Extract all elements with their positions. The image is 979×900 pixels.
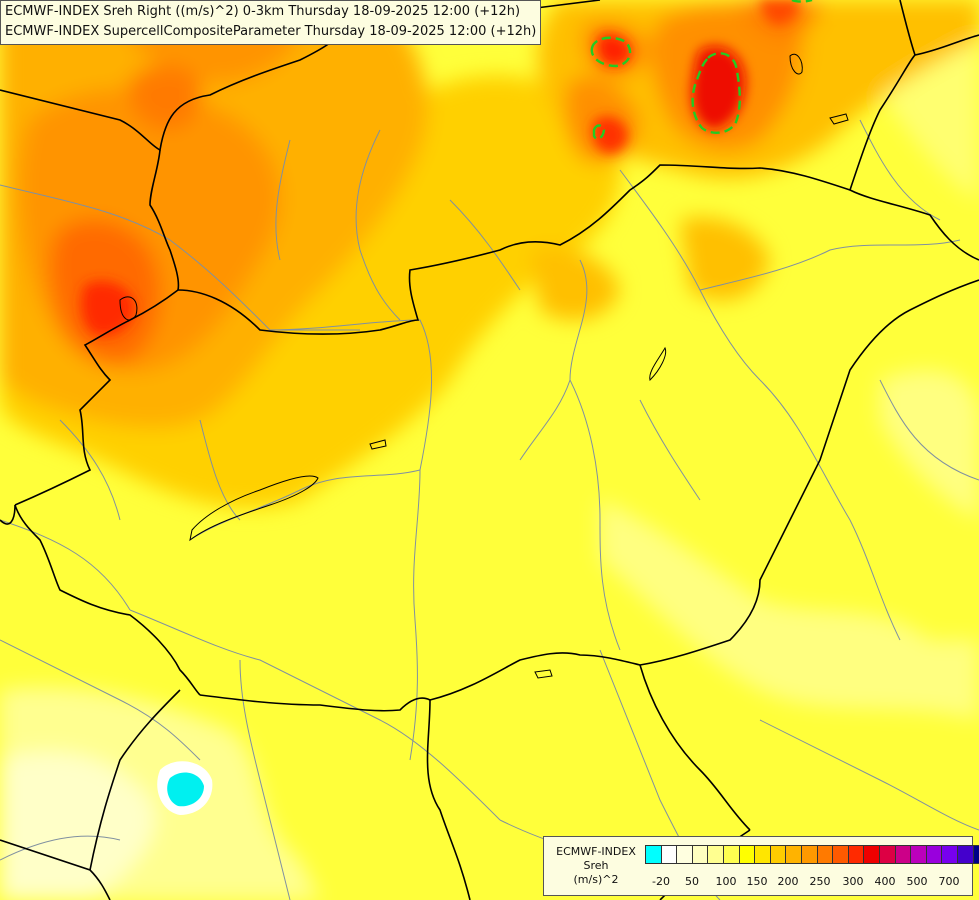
legend-tick-label: 700 — [938, 875, 960, 888]
legend-title: ECMWF-INDEX — [556, 845, 636, 858]
scp-contour-north-3 — [592, 124, 606, 141]
legend-swatch — [645, 845, 662, 864]
legend-variable: Sreh — [583, 859, 609, 872]
legend-swatch — [832, 845, 849, 864]
legend-tick-label: 400 — [874, 875, 896, 888]
map-title-box: ECMWF-INDEX Sreh Right ((m/s)^2) 0-3km T… — [0, 0, 542, 45]
negative-sreh-patch — [157, 761, 213, 815]
legend-tick-label: 200 — [777, 875, 799, 888]
legend-swatch — [707, 845, 724, 864]
legend-unit: (m/s)^2 — [573, 873, 619, 886]
rivers — [0, 119, 979, 900]
legend-swatch — [910, 845, 927, 864]
title-line-scp: ECMWF-INDEX SupercellCompositeParameter … — [5, 24, 537, 39]
title-line-sreh: ECMWF-INDEX Sreh Right ((m/s)^2) 0-3km T… — [5, 4, 521, 19]
legend-swatch — [676, 845, 693, 864]
legend-swatch — [957, 845, 974, 864]
sreh-field-core — [81, 0, 800, 336]
scp-contour-north-1 — [590, 36, 632, 68]
scp-contour-north-4 — [791, 0, 813, 3]
legend-tick-label: 150 — [746, 875, 768, 888]
scp-contour-north-2 — [691, 52, 741, 134]
lakes — [119, 53, 849, 679]
legend-swatch — [894, 845, 912, 864]
legend-tick-label: 300 — [842, 875, 864, 888]
legend-swatch — [769, 845, 787, 864]
color-legend: ECMWF-INDEX Sreh (m/s)^2 -20 50 100 150 200 2… — [543, 836, 979, 896]
legend-swatch — [723, 845, 740, 864]
legend-swatch — [847, 845, 865, 864]
legend-tick-label: 250 — [809, 875, 831, 888]
legend-tick-label: 50 — [685, 875, 699, 888]
legend-tick-label: 500 — [906, 875, 928, 888]
legend-swatch — [941, 845, 958, 864]
legend-swatch — [801, 845, 818, 864]
legend-tick-label: -20 — [652, 875, 670, 888]
legend-swatch — [691, 845, 709, 864]
legend-swatch — [754, 845, 771, 864]
legend-header: ECMWF-INDEX Sreh (m/s)^2 — [548, 845, 644, 887]
legend-swatch — [660, 845, 678, 864]
legend-swatch — [925, 845, 943, 864]
legend-swatch — [972, 845, 979, 864]
legend-swatch — [785, 845, 802, 864]
scp-contours — [590, 0, 813, 141]
legend-tick-label: 100 — [715, 875, 737, 888]
legend-swatch — [863, 845, 880, 864]
legend-swatch — [738, 845, 756, 864]
legend-swatch — [879, 845, 896, 864]
legend-swatch — [816, 845, 834, 864]
